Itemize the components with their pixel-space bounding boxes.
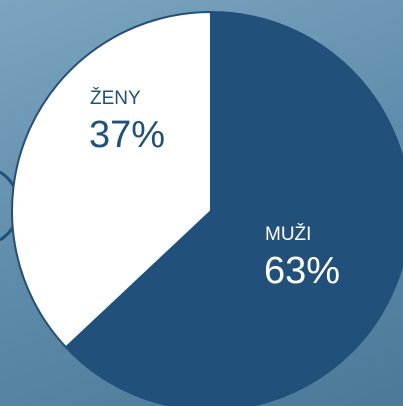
slice-value-label: 37%: [89, 114, 165, 156]
slice-value-label: 63%: [264, 250, 340, 292]
slice-category: MUŽI: [265, 223, 311, 245]
slice-category: ŽENY: [90, 87, 141, 109]
pie-slice: [11, 10, 212, 349]
pie-slice: [64, 10, 403, 406]
